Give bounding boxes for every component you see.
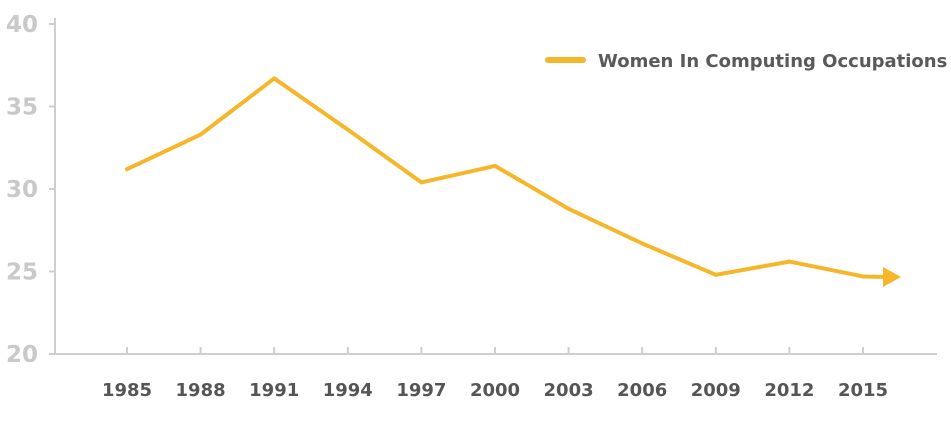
trend-arrow-head — [883, 266, 901, 287]
x-tick-label: 1991 — [249, 380, 299, 401]
legend-label: Women In Computing Occupations — [598, 51, 947, 72]
x-tick-label: 1997 — [396, 380, 446, 401]
series-line — [125, 76, 865, 279]
data-point — [125, 167, 129, 172]
data-point — [787, 259, 792, 264]
data-point — [272, 76, 277, 81]
y-tick-label: 20 — [6, 342, 38, 368]
data-point — [566, 206, 571, 211]
x-tick-label: 1994 — [323, 380, 373, 401]
y-tick-label: 25 — [6, 260, 38, 286]
data-point — [640, 241, 645, 246]
x-tick-label: 2006 — [617, 380, 667, 401]
data-point — [419, 180, 424, 185]
x-tick-label: 2003 — [544, 380, 594, 401]
x-tick-label: 2009 — [691, 380, 741, 401]
series-group — [125, 76, 901, 287]
data-point — [345, 127, 350, 132]
data-point — [713, 272, 718, 277]
x-tick-label: 1988 — [176, 380, 226, 401]
y-tick-label: 40 — [6, 12, 38, 38]
x-tick-label: 2012 — [764, 380, 814, 401]
y-tick-label: 35 — [6, 95, 38, 121]
x-ticks: 1985 1988 1991 1994 1997 2000 2003 2006 2009 2012… — [102, 347, 888, 401]
x-tick-label: 2000 — [470, 380, 520, 401]
x-tick-label: 2015 — [838, 380, 888, 401]
y-tick-label: 30 — [6, 177, 38, 203]
y-ticks: 20 25 30 35 40 — [6, 12, 55, 368]
x-tick-label: 1985 — [102, 380, 152, 401]
data-point — [493, 163, 497, 168]
legend: Women In Computing Occupations — [545, 51, 947, 72]
data-point — [198, 132, 203, 137]
